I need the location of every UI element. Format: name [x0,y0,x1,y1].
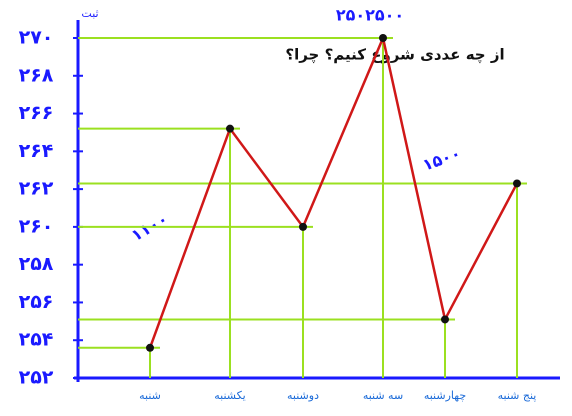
x-tick-label: سه شنبه [363,389,403,402]
y-axis-label: ثبت [81,7,98,20]
data-line [148,33,519,349]
y-tick-label: ۲۵۸ [19,253,54,275]
question: از چه عددی شروع کنیم؟ چرا؟ [285,46,504,65]
y-tick-label: ۲۶۶ [19,102,54,124]
data-point [146,343,154,352]
y-tick-label: ۲۶۲ [19,178,54,200]
x-tick-label: چهارشنبه [424,389,466,402]
x-tick-label: شنبه [139,389,161,402]
annotation: ۲۵۰۲۵۰۰ [336,6,404,25]
x-tick-label: پنج شنبه [498,389,537,402]
x-tick-label: دوشنبه [287,389,319,402]
x-tick-label: یکشنبه [214,389,246,402]
data-point [299,222,307,231]
y-tick-label: ۲۶۰ [19,215,54,237]
y-tick-label: ۲۵۶ [19,291,54,313]
data-point [226,124,234,133]
data-point [441,315,449,324]
data-point [513,179,521,188]
y-tick-label: ۲۶۸ [19,64,54,86]
y-tick-label: ۲۷۰ [19,27,54,49]
data-point [379,34,387,42]
y-tick-label: ۲۶۴ [19,140,54,162]
y-tick-label: ۲۵۲ [19,367,54,389]
y-tick-label: ۲۵۴ [19,329,54,351]
annotation: ۱۵۰۰ [420,143,463,174]
